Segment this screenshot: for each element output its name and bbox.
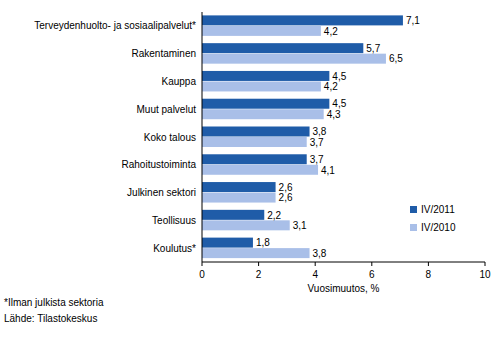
annotation: *Ilman julkista sektoria <box>4 297 104 308</box>
bar <box>202 137 307 147</box>
category-label: Julkinen sektori <box>127 187 196 198</box>
bar <box>202 81 321 91</box>
data-label: 1,8 <box>256 237 270 248</box>
bar <box>202 238 253 248</box>
data-label: 4,5 <box>332 98 346 109</box>
tick-label: 2 <box>256 269 262 280</box>
bar <box>202 220 290 230</box>
category-label: Koko talous <box>144 132 196 143</box>
bar <box>202 193 276 203</box>
bar <box>202 210 264 220</box>
data-label: 2,6 <box>279 192 293 203</box>
data-label: 4,3 <box>327 109 341 120</box>
data-label: 5,7 <box>366 43 380 54</box>
bar <box>202 26 321 36</box>
tick <box>315 262 316 266</box>
tick-label: 10 <box>479 269 491 280</box>
tick-label: 0 <box>199 269 205 280</box>
legend-swatch <box>410 224 417 231</box>
legend-label: IV/2010 <box>421 222 456 233</box>
data-label: 7,1 <box>406 15 420 26</box>
category-label: Terveydenhuolto- ja sosiaalipalvelut* <box>34 20 196 31</box>
data-label: 2,6 <box>279 182 293 193</box>
data-label: 2,2 <box>267 210 281 221</box>
category-label: Rakentaminen <box>132 48 196 59</box>
category-label: Teollisuus <box>152 215 196 226</box>
tick-label: 6 <box>369 269 375 280</box>
category-label: Rahoitustoiminta <box>122 159 197 170</box>
category-label: Kauppa <box>162 76 197 87</box>
bar <box>202 109 324 119</box>
bar <box>202 99 329 109</box>
tick <box>258 262 259 266</box>
bar <box>202 182 276 192</box>
data-label: 6,5 <box>389 53 403 64</box>
axis-title: Vuosimuutos, % <box>308 283 380 294</box>
category-label: Muut palvelut <box>137 104 197 115</box>
data-label: 3,8 <box>313 126 327 137</box>
tick <box>485 262 486 266</box>
data-label: 4,1 <box>321 165 335 176</box>
chart: 7,14,25,76,54,54,24,54,33,83,73,74,12,62… <box>0 0 499 342</box>
data-label: 3,7 <box>310 154 324 165</box>
y-axis <box>202 12 203 262</box>
data-label: 4,5 <box>332 71 346 82</box>
x-axis <box>202 262 485 263</box>
tick-label: 4 <box>312 269 318 280</box>
data-labels: 7,14,25,76,54,54,24,54,33,83,73,74,12,62… <box>256 15 420 259</box>
tick-label: 8 <box>426 269 432 280</box>
data-label: 3,1 <box>293 220 307 231</box>
data-label: 4,2 <box>324 26 338 37</box>
tick <box>428 262 429 266</box>
annotation: Lähde: Tilastokeskus <box>4 313 97 324</box>
data-label: 3,8 <box>313 248 327 259</box>
data-label: 3,7 <box>310 137 324 148</box>
data-label: 4,2 <box>324 81 338 92</box>
bar <box>202 54 386 64</box>
bar <box>202 154 307 164</box>
bar <box>202 15 403 25</box>
legend-swatch <box>410 206 417 213</box>
bar <box>202 248 310 258</box>
category-label: Koulutus* <box>153 243 196 254</box>
legend-label: IV/2011 <box>421 204 455 215</box>
bars <box>202 15 403 258</box>
tick <box>202 262 203 266</box>
bar <box>202 43 363 53</box>
bar <box>202 71 329 81</box>
tick <box>371 262 372 266</box>
bar <box>202 127 310 137</box>
bar <box>202 165 318 175</box>
